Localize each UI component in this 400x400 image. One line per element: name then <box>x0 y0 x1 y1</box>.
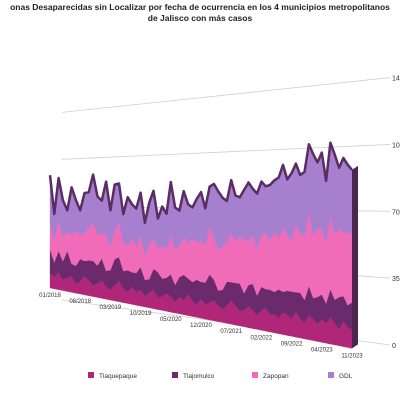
x-tick-label: 11/2023 <box>341 353 363 359</box>
y-tick-label: 0 <box>392 343 396 350</box>
x-tick-label: 03/2019 <box>100 305 122 311</box>
y-tick-label: 70 <box>392 209 400 216</box>
y-tick-label: 10 <box>392 142 400 149</box>
legend-swatch <box>252 372 258 378</box>
y-tick-label: 35 <box>392 276 400 283</box>
x-tick-label: 10/2019 <box>130 311 152 317</box>
legend-label: Tlajomulco <box>183 373 215 380</box>
x-tick-label: 08/2018 <box>69 299 91 305</box>
legend-label: GDL <box>339 373 353 380</box>
chart-title: onas Desaparecidas sin Localizar por fec… <box>10 2 390 12</box>
legend-swatch <box>328 372 334 378</box>
grid-line <box>61 144 391 160</box>
x-tick-label: 09/2022 <box>281 341 303 347</box>
y-tick-label: 14 <box>392 76 400 83</box>
legend-label: Tlaquepaque <box>99 373 137 380</box>
x-tick-label: 01/2018 <box>39 293 61 299</box>
top-rim <box>48 141 353 225</box>
chart-title: de Jalisco con más casos <box>148 13 253 23</box>
x-tick-label: 02/2022 <box>251 335 273 341</box>
grid-line <box>61 77 391 113</box>
x-tick-label: 04/2023 <box>311 347 333 353</box>
legend-swatch <box>88 372 94 378</box>
side-face <box>352 165 358 349</box>
legend-label: Zapopan <box>263 373 289 380</box>
x-tick-label: 12/2020 <box>190 323 212 329</box>
x-tick-label: 07/2021 <box>220 329 242 335</box>
legend-swatch <box>172 372 178 378</box>
x-tick-label: 05/2020 <box>160 317 182 323</box>
